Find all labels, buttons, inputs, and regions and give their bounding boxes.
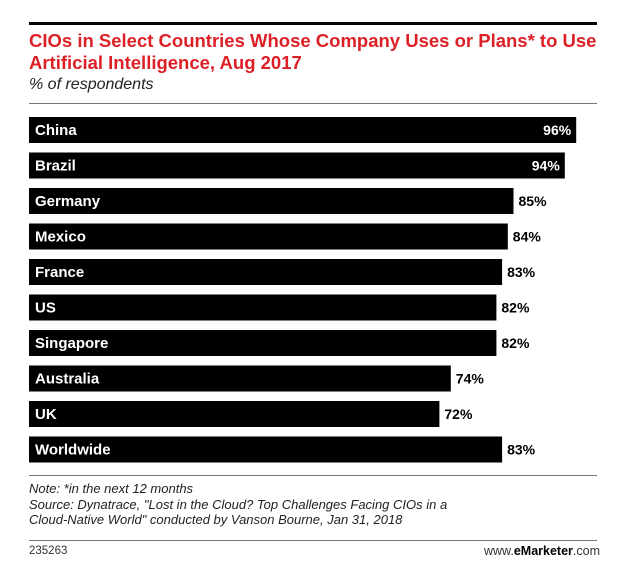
brand-prefix: www. (483, 544, 514, 558)
category-label-uk: UK (35, 406, 57, 423)
note-text: Note: *in the next 12 months (29, 481, 194, 496)
value-label-france: 83% (507, 264, 536, 280)
footnotes: Note: *in the next 12 months Source: Dyn… (29, 481, 604, 528)
bar-france (29, 259, 503, 285)
brand-name: eMarketer (513, 544, 573, 558)
category-label-brazil: Brazil (35, 158, 76, 175)
bottom-rule (29, 540, 597, 541)
bar-china (29, 117, 577, 143)
bar-singapore (29, 330, 497, 356)
brand-link[interactable]: www.eMarketer.com (484, 544, 600, 558)
bar-us (29, 294, 497, 321)
value-label-brazil: 94% (532, 158, 561, 174)
chart-subtitle: % of respondents (29, 76, 154, 93)
value-label-uk: 72% (444, 406, 473, 422)
source-text-line2: Cloud-Native World" conducted by Vanson … (29, 512, 403, 527)
footer-rule (29, 475, 597, 476)
category-label-france: France (35, 264, 84, 281)
bar-mexico (29, 223, 508, 250)
category-label-germany: Germany (35, 193, 101, 210)
value-label-germany: 85% (519, 193, 548, 209)
brand-suffix: .com (572, 544, 600, 558)
bar-australia (29, 365, 451, 392)
category-label-australia: Australia (35, 371, 100, 388)
value-label-singapore: 82% (501, 335, 530, 351)
category-label-mexico: Mexico (35, 229, 86, 246)
chart-title: CIOs in Select Countries Whose Company U… (29, 30, 597, 73)
value-label-mexico: 84% (513, 229, 542, 245)
value-label-us: 82% (501, 300, 530, 316)
top-rule (29, 22, 597, 25)
category-label-us: US (35, 300, 56, 317)
bar-worldwide (29, 436, 503, 463)
value-label-china: 96% (543, 122, 572, 138)
value-label-worldwide: 83% (507, 442, 536, 458)
category-label-china: China (35, 122, 77, 139)
source-text-line1: Source: Dynatrace, "Lost in the Cloud? T… (29, 496, 448, 512)
subtitle-rule (29, 103, 597, 104)
bar-brazil (29, 152, 565, 179)
category-label-singapore: Singapore (35, 335, 108, 352)
bar-germany (29, 188, 514, 214)
category-label-worldwide: Worldwide (35, 442, 111, 459)
bar-uk (29, 401, 440, 427)
chart-id: 235263 (29, 545, 68, 557)
value-label-australia: 74% (456, 371, 485, 387)
